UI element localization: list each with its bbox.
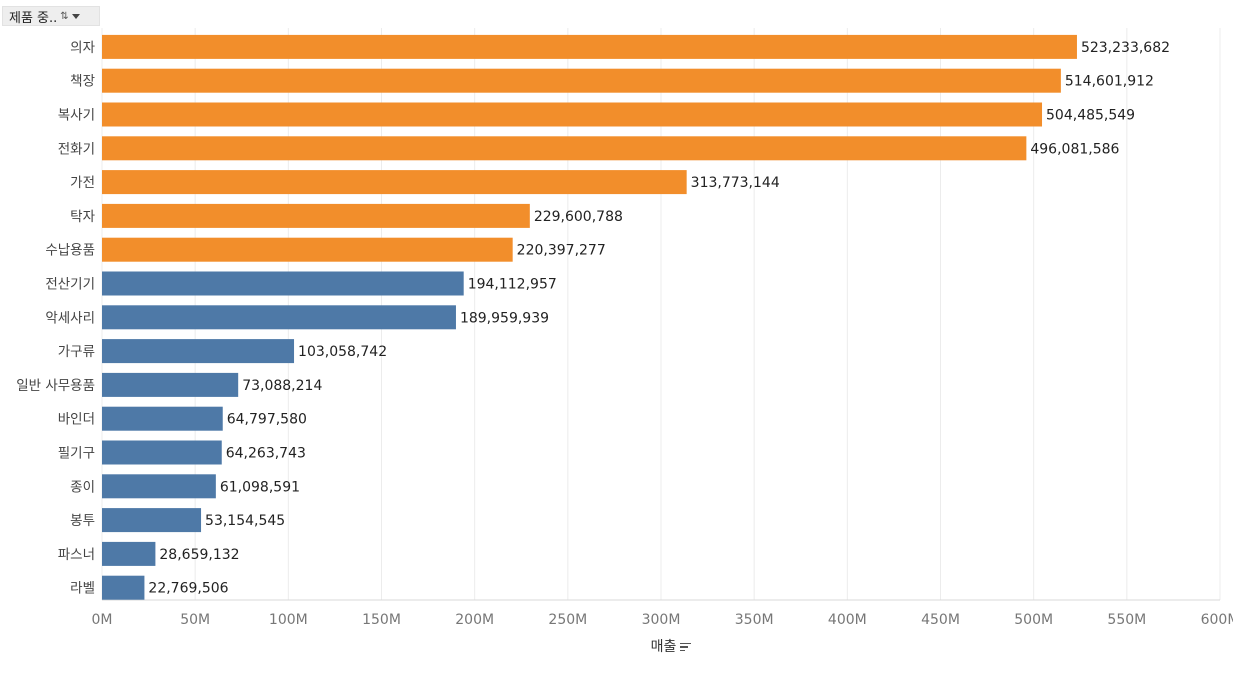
x-tick-label: 450M bbox=[921, 612, 960, 628]
bar[interactable] bbox=[102, 271, 464, 296]
field-pill-label: 제품 중.. bbox=[9, 10, 58, 26]
data-label: 53,154,545 bbox=[205, 513, 285, 529]
sort-icon[interactable] bbox=[680, 642, 692, 652]
category-label: 가구류 bbox=[58, 344, 95, 360]
bars bbox=[102, 34, 1077, 600]
category-label: 가전 bbox=[70, 175, 95, 191]
category-label: 수납용품 bbox=[45, 243, 95, 259]
x-tick-label: 150M bbox=[362, 612, 401, 628]
bar[interactable] bbox=[102, 440, 222, 465]
category-label: 파스너 bbox=[58, 547, 95, 563]
data-label: 194,112,957 bbox=[468, 277, 557, 293]
sort-icon[interactable]: ⇅ bbox=[60, 10, 68, 22]
x-tick-label: 500M bbox=[1014, 612, 1053, 628]
data-label: 229,600,788 bbox=[534, 209, 623, 225]
x-tick-label: 300M bbox=[642, 612, 681, 628]
data-label: 64,797,580 bbox=[227, 412, 307, 428]
data-label: 523,233,682 bbox=[1081, 40, 1170, 56]
bar[interactable] bbox=[102, 102, 1043, 127]
x-tick-label: 250M bbox=[548, 612, 587, 628]
category-label: 탁자 bbox=[70, 209, 95, 225]
category-label: 일반 사무용품 bbox=[16, 378, 95, 394]
data-label: 496,081,586 bbox=[1030, 141, 1119, 157]
category-label: 바인더 bbox=[58, 412, 95, 428]
category-label: 봉투 bbox=[70, 513, 95, 529]
category-label: 의자 bbox=[70, 40, 95, 56]
category-field-pill[interactable]: 제품 중.. ⇅ bbox=[2, 6, 100, 26]
category-label: 필기구 bbox=[58, 446, 95, 462]
bar[interactable] bbox=[102, 136, 1027, 161]
chevron-down-icon[interactable] bbox=[71, 13, 80, 19]
data-label: 220,397,277 bbox=[517, 243, 606, 259]
x-tick-label: 100M bbox=[269, 612, 308, 628]
x-tick-label: 200M bbox=[455, 612, 494, 628]
x-tick-label: 550M bbox=[1107, 612, 1146, 628]
data-label: 64,263,743 bbox=[226, 446, 306, 462]
x-tick-label: 350M bbox=[735, 612, 774, 628]
category-label: 전화기 bbox=[58, 141, 95, 157]
bar[interactable] bbox=[102, 203, 530, 228]
x-tick-label: 0M bbox=[92, 612, 113, 628]
category-label: 악세사리 bbox=[45, 310, 95, 326]
data-label: 22,769,506 bbox=[148, 581, 228, 597]
data-label: 103,058,742 bbox=[298, 344, 387, 360]
bar[interactable] bbox=[102, 541, 156, 566]
category-label: 전산기기 bbox=[45, 277, 95, 293]
data-label: 73,088,214 bbox=[242, 378, 322, 394]
data-label: 61,098,591 bbox=[220, 479, 300, 495]
bar[interactable] bbox=[102, 305, 456, 330]
data-label: 28,659,132 bbox=[159, 547, 239, 563]
bar[interactable] bbox=[102, 170, 687, 195]
data-label: 189,959,939 bbox=[460, 310, 549, 326]
data-label: 514,601,912 bbox=[1065, 74, 1154, 90]
bar[interactable] bbox=[102, 34, 1077, 59]
x-tick-label: 400M bbox=[828, 612, 867, 628]
value-labels: 523,233,682 514,601,912 504,485,549 496,081… bbox=[148, 40, 1170, 597]
bar[interactable] bbox=[102, 474, 216, 499]
category-label: 라벨 bbox=[70, 581, 95, 597]
bar[interactable] bbox=[102, 575, 145, 600]
bar[interactable] bbox=[102, 237, 513, 262]
bar[interactable] bbox=[102, 339, 295, 364]
bar[interactable] bbox=[102, 406, 223, 431]
data-label: 504,485,549 bbox=[1046, 108, 1135, 124]
x-axis-ticks: 0M 50M 100M 150M 200M 250M 300M 350M 400M 450M 500… bbox=[92, 612, 1233, 628]
category-label: 복사기 bbox=[58, 108, 95, 124]
bar[interactable] bbox=[102, 68, 1061, 93]
category-label: 종이 bbox=[70, 479, 95, 495]
x-tick-label: 600M bbox=[1201, 612, 1233, 628]
bar[interactable] bbox=[102, 508, 202, 533]
data-label: 313,773,144 bbox=[691, 175, 780, 191]
x-tick-label: 50M bbox=[180, 612, 210, 628]
x-axis-title-container: 매출 bbox=[0, 636, 1233, 656]
x-axis-title: 매출 bbox=[650, 639, 677, 655]
category-label: 책장 bbox=[70, 74, 95, 90]
bar[interactable] bbox=[102, 372, 239, 397]
